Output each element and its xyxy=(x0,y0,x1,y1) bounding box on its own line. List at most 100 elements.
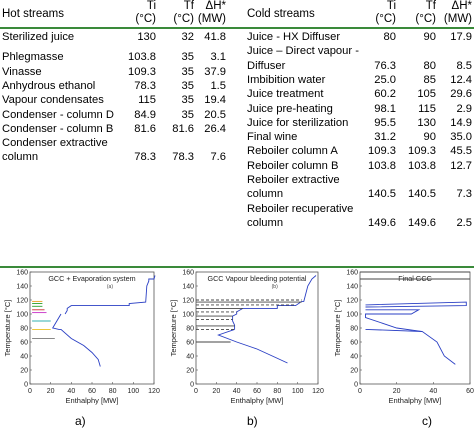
y-tick-label: 160 xyxy=(346,270,358,277)
header-dh2-label: ΔH* xyxy=(451,0,472,12)
hot-stream-ti: 109.3 xyxy=(128,65,156,78)
cold-stream-dh: 17.9 xyxy=(450,31,472,43)
hot-stream-name: Vapour condensates xyxy=(2,94,104,107)
y-tick-label: 160 xyxy=(182,270,194,277)
header-hot-label: Hot streams xyxy=(2,8,64,20)
cold-stream-dh: 8.5 xyxy=(456,59,472,72)
cold-stream-dh: 45.5 xyxy=(450,145,472,158)
chart-title: GCC + Evaporation system xyxy=(48,274,135,283)
cold-stream-name: column xyxy=(247,216,284,229)
plot-frame xyxy=(29,271,155,385)
y-tick-label: 80 xyxy=(350,326,358,333)
panel-mark: (a) xyxy=(107,284,113,290)
x-tick-label: 20 xyxy=(47,388,55,395)
hot-stream-dh: 1.5 xyxy=(210,79,226,92)
y-axis-label: Temperature [°C] xyxy=(333,300,342,357)
panel-c: Final GCC 0 20 40 60 80 100 120 140 160 0 20 40 60 Ent… xyxy=(330,266,474,414)
hot-stream-name: Sterilized juice xyxy=(2,31,75,43)
cold-stream-name: Juice for sterilization xyxy=(247,116,349,129)
hot-stream-ti: 78.3 xyxy=(134,151,156,164)
chart-title: Final GCC xyxy=(398,274,432,283)
header-cold-label: Cold streams xyxy=(247,8,315,20)
hot-stream-tf: 35 xyxy=(181,79,194,92)
header-cold-streams: Cold streams xyxy=(247,8,315,21)
header-dh2: ΔH* (MW) xyxy=(438,0,472,26)
hot-stream-name: Anhydrous ethanol xyxy=(2,79,96,92)
cold-stream-ti: 98.1 xyxy=(374,102,396,115)
cold-stream-name: Juice - HX Diffuser xyxy=(247,31,341,43)
header-dh-label: ΔH* xyxy=(205,0,226,12)
cold-stream-dh: 29.6 xyxy=(450,88,472,101)
x-tick-label: 40 xyxy=(67,388,75,395)
y-tick-label: 60 xyxy=(20,340,28,347)
series-line xyxy=(365,301,467,308)
cold-stream-dh: 2.5 xyxy=(456,216,472,229)
hot-stream-ti: 84.9 xyxy=(134,108,156,121)
hot-stream-dh: 37.9 xyxy=(204,65,226,78)
y-tick-label: 0 xyxy=(24,382,28,389)
x-tick-label: 0 xyxy=(28,388,32,395)
y-tick-label: 60 xyxy=(350,340,358,347)
cold-stream-dh: 14.9 xyxy=(450,116,472,129)
header-ti2-label: Ti xyxy=(386,0,396,12)
hot-stream-name: Phlegmasse xyxy=(2,51,64,64)
x-axis-label: Enthalphy [MW] xyxy=(389,396,442,405)
y-tick-label: 60 xyxy=(186,340,194,347)
cold-stream-name: Reboiler extractive xyxy=(247,174,340,186)
cold-stream-tf: 90 xyxy=(423,131,436,144)
header-tf-label: Tf xyxy=(183,0,194,12)
x-tick-label: 60 xyxy=(88,388,96,395)
label-c: c) xyxy=(422,414,432,428)
series-line xyxy=(232,275,317,330)
hot-stream-ti: 78.3 xyxy=(134,79,156,92)
cold-stream-tf: 140.5 xyxy=(408,188,436,201)
hot-stream-tf: 32 xyxy=(181,31,194,43)
y-tick-label: 40 xyxy=(350,354,358,361)
x-tick-label: 60 xyxy=(466,388,474,395)
y-tick-label: 80 xyxy=(20,326,28,333)
y-tick-label: 20 xyxy=(20,368,28,375)
hot-stream-ti: 81.6 xyxy=(134,122,156,135)
x-tick-label: 80 xyxy=(109,388,117,395)
panel-mark: (b) xyxy=(272,284,278,290)
cold-stream-name: Juice pre-heating xyxy=(247,102,333,115)
table-bottom-rule xyxy=(0,266,474,268)
cold-stream-tf: 85 xyxy=(423,73,436,86)
header-dh: ΔH* (MW) xyxy=(196,0,226,26)
x-tick-label: 0 xyxy=(358,388,362,395)
header-tf2: Tf (°C) xyxy=(400,0,436,26)
header-dh2-unit: (MW) xyxy=(443,13,472,25)
header-ti-label: Ti xyxy=(146,0,156,12)
cold-stream-dh: 7.3 xyxy=(456,188,472,201)
cold-stream-tf: 115 xyxy=(418,102,436,115)
x-axis-label: Enthalphy [MW] xyxy=(231,396,284,405)
header-tf-unit: (°C) xyxy=(173,13,194,25)
y-tick-label: 100 xyxy=(182,312,194,319)
cold-stream-ti: 140.5 xyxy=(368,188,396,201)
hot-stream-name: Condenser - column D xyxy=(2,108,114,121)
plot-frame xyxy=(359,271,471,385)
stream-data-table: Hot streams Ti (°C) Tf (°C) ΔH* (MW) Cold s… xyxy=(0,0,474,268)
cold-stream-ti: 31.2 xyxy=(374,131,396,144)
header-ti2-unit: (°C) xyxy=(375,13,396,25)
gcc-evaporation-chart: GCC + Evaporation system(a) 0 20 40 60 80 100 1… xyxy=(3,270,160,406)
y-tick-label: 120 xyxy=(182,298,194,305)
header-tf2-label: Tf xyxy=(425,0,436,12)
cold-stream-ti: 109.3 xyxy=(368,145,396,158)
table-header-rule xyxy=(0,27,474,29)
plot-frame xyxy=(195,271,319,385)
cold-stream-name: Final wine xyxy=(247,131,298,144)
y-tick-label: 20 xyxy=(350,368,358,375)
hot-stream-dh: 20.5 xyxy=(204,108,226,121)
panel-a: GCC + Evaporation system (a) 0 20 40 60 80 100 1… xyxy=(0,266,160,414)
cold-stream-dh: 35.0 xyxy=(450,131,472,144)
cold-stream-name: column xyxy=(247,188,284,201)
y-axis-label: Temperature [°C] xyxy=(169,300,178,357)
hot-stream-tf: 81.6 xyxy=(172,122,194,135)
hot-stream-tf: 35 xyxy=(181,94,194,107)
cold-stream-name: Reboiler recuperative xyxy=(247,202,354,215)
cold-stream-tf: 80 xyxy=(423,59,436,72)
y-tick-label: 120 xyxy=(346,298,358,305)
y-tick-label: 40 xyxy=(20,354,28,361)
x-tick-label: 100 xyxy=(292,388,304,395)
